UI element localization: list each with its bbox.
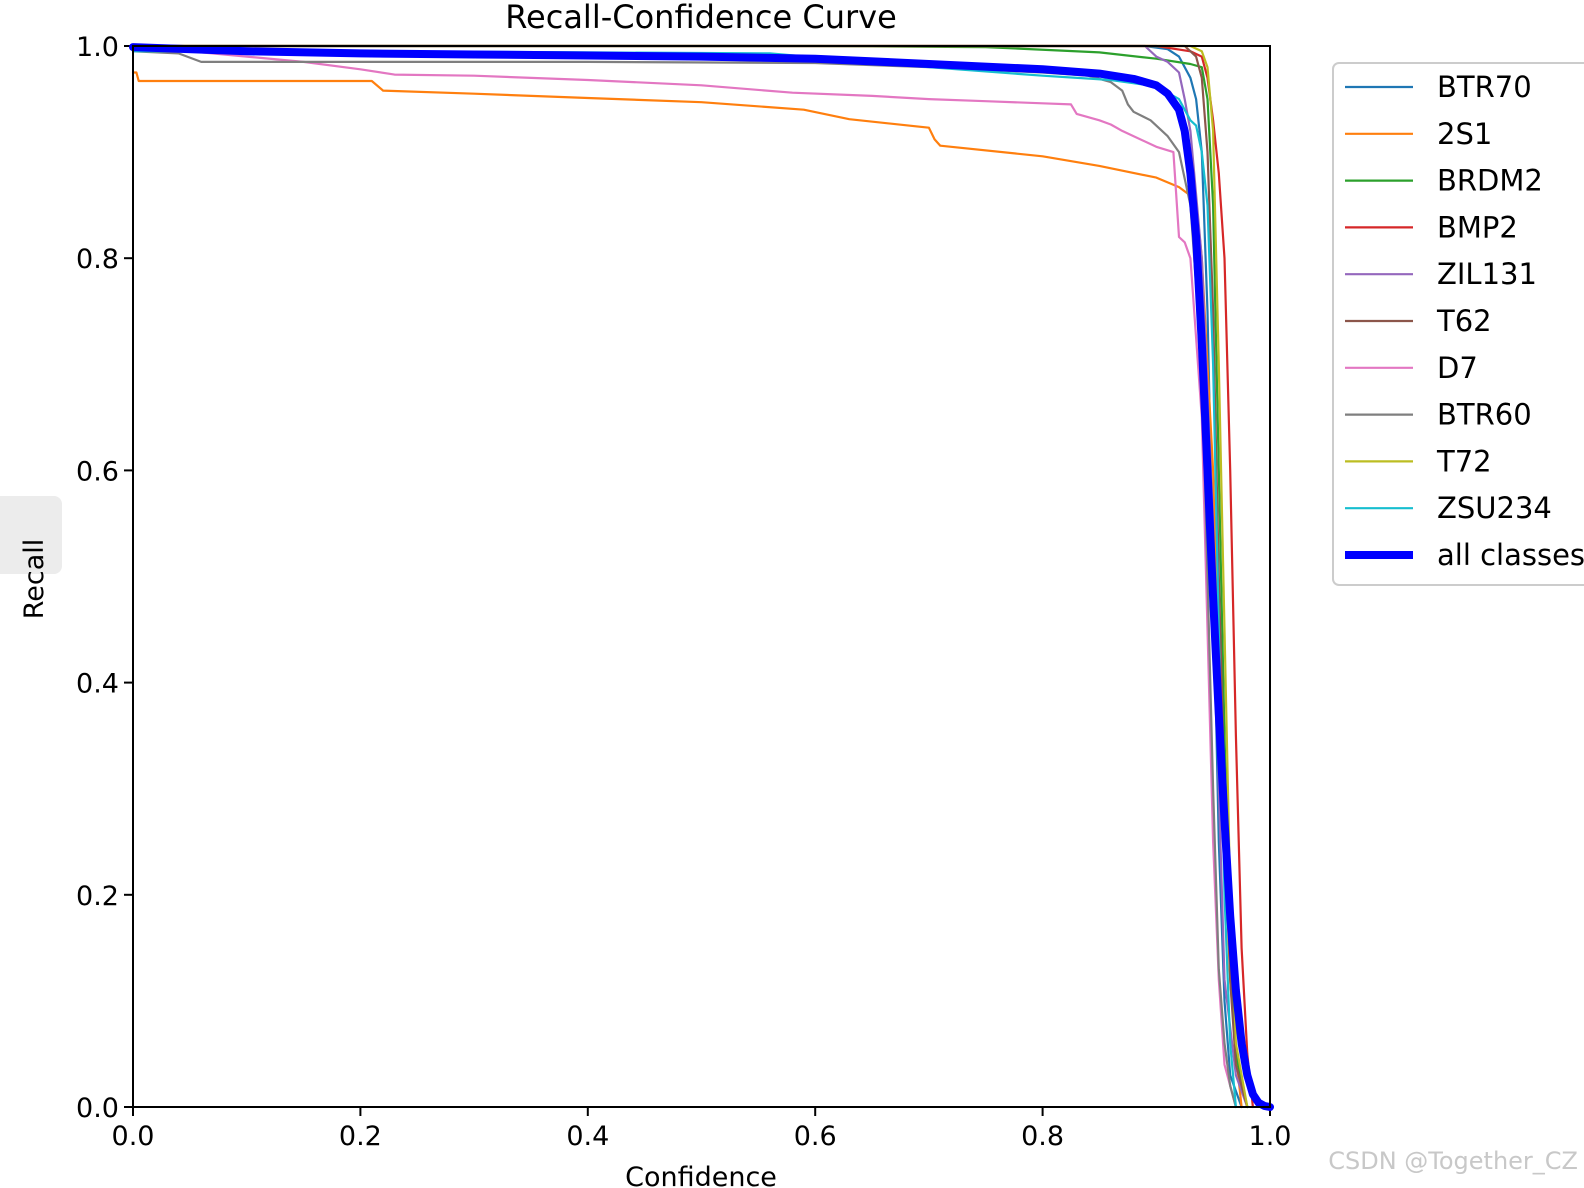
y-tick-label: 1.0 xyxy=(76,32,119,63)
legend: BTR70 2S1 BRDM2 BMP2 ZIL131 T62 D7 BTR60 T72 ZSU2… xyxy=(1332,62,1584,586)
series-line-brdm2 xyxy=(131,44,1249,1109)
y-axis-ticks: 0.0 0.2 0.4 0.6 0.8 1.0 xyxy=(76,32,133,1124)
x-axis-label: Confidence xyxy=(625,1162,777,1188)
legend-label: T72 xyxy=(1436,444,1492,478)
watermark: CSDN @Together_CZ xyxy=(1328,1147,1578,1175)
x-tick-label: 0.2 xyxy=(339,1121,382,1152)
series-line-t72 xyxy=(131,44,1249,1109)
legend-label: T62 xyxy=(1436,304,1492,338)
x-tick-label: 0.6 xyxy=(794,1121,837,1152)
legend-label: BMP2 xyxy=(1437,210,1518,244)
series-line-all-classes xyxy=(129,43,1274,1111)
y-tick-label: 0.0 xyxy=(76,1093,119,1124)
legend-label: ZIL131 xyxy=(1437,257,1537,291)
legend-label: ZSU234 xyxy=(1437,491,1552,525)
series-line-btr70 xyxy=(131,44,1243,1109)
series-line-zil131 xyxy=(131,44,1249,1109)
x-tick-label: 0.0 xyxy=(112,1121,155,1152)
side-panel-tab[interactable] xyxy=(0,496,62,574)
legend-box xyxy=(1332,62,1584,586)
series-line-zsu234 xyxy=(131,50,1238,1109)
y-tick-label: 0.4 xyxy=(76,669,119,700)
x-axis-ticks: 0.0 0.2 0.4 0.6 0.8 1.0 xyxy=(112,1107,1292,1152)
series-line-t62 xyxy=(131,44,1249,1109)
y-tick-label: 0.6 xyxy=(76,456,119,487)
legend-label: BTR60 xyxy=(1437,398,1532,432)
y-tick-label: 0.2 xyxy=(76,881,119,912)
legend-label: D7 xyxy=(1437,351,1478,385)
legend-label: BRDM2 xyxy=(1437,164,1543,198)
series-line-d7 xyxy=(131,44,1238,1109)
series-line-2s1 xyxy=(131,71,1243,1109)
legend-label: all classes xyxy=(1437,538,1584,572)
x-tick-label: 1.0 xyxy=(1249,1121,1292,1152)
series-lines xyxy=(129,43,1274,1111)
series-line-bmp2 xyxy=(131,44,1255,1109)
x-tick-label: 0.4 xyxy=(566,1121,609,1152)
series-line-btr60 xyxy=(131,50,1238,1109)
x-tick-label: 0.8 xyxy=(1021,1121,1064,1152)
legend-label: 2S1 xyxy=(1437,117,1492,151)
legend-label: BTR70 xyxy=(1437,70,1532,104)
chart-title: Recall-Confidence Curve xyxy=(505,0,897,36)
plot-frame xyxy=(132,45,1271,1108)
y-tick-label: 0.8 xyxy=(76,244,119,275)
y-axis-label: Recall xyxy=(19,539,50,620)
